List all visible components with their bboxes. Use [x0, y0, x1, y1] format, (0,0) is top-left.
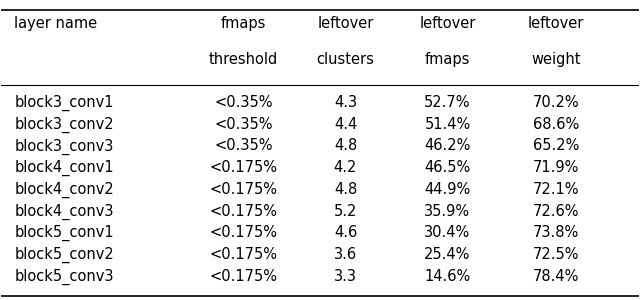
Text: 68.6%: 68.6% [532, 117, 579, 132]
Text: 4.3: 4.3 [334, 95, 357, 110]
Text: <0.35%: <0.35% [214, 95, 273, 110]
Text: 4.8: 4.8 [334, 182, 357, 197]
Text: 4.4: 4.4 [334, 117, 357, 132]
Text: leftover: leftover [527, 16, 584, 31]
Text: 14.6%: 14.6% [424, 268, 470, 284]
Text: block5_conv2: block5_conv2 [14, 247, 114, 263]
Text: 51.4%: 51.4% [424, 117, 470, 132]
Text: 70.2%: 70.2% [532, 95, 579, 110]
Text: 72.5%: 72.5% [532, 247, 579, 262]
Text: <0.175%: <0.175% [209, 203, 278, 218]
Text: fmaps: fmaps [425, 52, 470, 67]
Text: 5.2: 5.2 [334, 203, 357, 218]
Text: 65.2%: 65.2% [532, 138, 579, 153]
Text: layer name: layer name [14, 16, 97, 31]
Text: block5_conv3: block5_conv3 [14, 268, 114, 285]
Text: threshold: threshold [209, 52, 278, 67]
Text: fmaps: fmaps [221, 16, 266, 31]
Text: block4_conv1: block4_conv1 [14, 160, 114, 176]
Text: 72.1%: 72.1% [532, 182, 579, 197]
Text: leftover: leftover [317, 16, 374, 31]
Text: 30.4%: 30.4% [424, 225, 470, 240]
Text: 44.9%: 44.9% [424, 182, 470, 197]
Text: 4.2: 4.2 [334, 160, 357, 175]
Text: block3_conv3: block3_conv3 [14, 138, 113, 154]
Text: 73.8%: 73.8% [532, 225, 579, 240]
Text: 78.4%: 78.4% [532, 268, 579, 284]
Text: 3.3: 3.3 [334, 268, 357, 284]
Text: weight: weight [531, 52, 580, 67]
Text: block5_conv1: block5_conv1 [14, 225, 114, 242]
Text: 46.2%: 46.2% [424, 138, 470, 153]
Text: 71.9%: 71.9% [532, 160, 579, 175]
Text: 35.9%: 35.9% [424, 203, 470, 218]
Text: block3_conv2: block3_conv2 [14, 117, 114, 133]
Text: 25.4%: 25.4% [424, 247, 470, 262]
Text: block4_conv2: block4_conv2 [14, 182, 114, 198]
Text: <0.175%: <0.175% [209, 182, 278, 197]
Text: <0.175%: <0.175% [209, 247, 278, 262]
Text: <0.175%: <0.175% [209, 160, 278, 175]
Text: <0.35%: <0.35% [214, 117, 273, 132]
Text: leftover: leftover [419, 16, 476, 31]
Text: <0.175%: <0.175% [209, 225, 278, 240]
Text: block3_conv1: block3_conv1 [14, 95, 114, 111]
Text: 52.7%: 52.7% [424, 95, 470, 110]
Text: clusters: clusters [317, 52, 374, 67]
Text: 4.8: 4.8 [334, 138, 357, 153]
Text: <0.35%: <0.35% [214, 138, 273, 153]
Text: 46.5%: 46.5% [424, 160, 470, 175]
Text: <0.175%: <0.175% [209, 268, 278, 284]
Text: block4_conv3: block4_conv3 [14, 203, 114, 220]
Text: 72.6%: 72.6% [532, 203, 579, 218]
Text: 4.6: 4.6 [334, 225, 357, 240]
Text: 3.6: 3.6 [334, 247, 357, 262]
